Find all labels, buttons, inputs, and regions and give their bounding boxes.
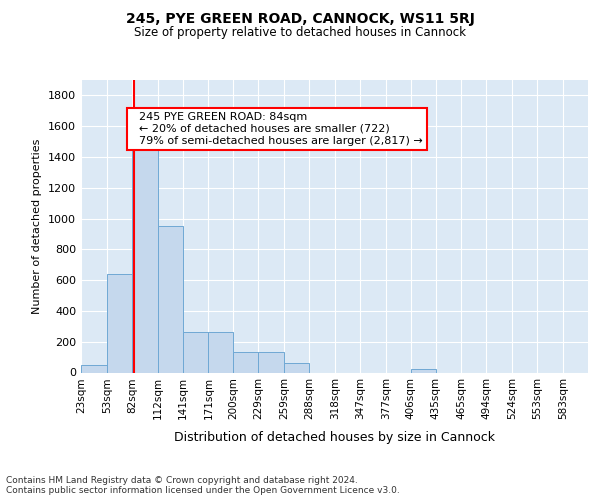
- Bar: [233, 352, 259, 372]
- Bar: [182, 332, 208, 372]
- Bar: [81, 365, 107, 372]
- Y-axis label: Number of detached properties: Number of detached properties: [32, 138, 43, 314]
- Bar: [410, 368, 436, 372]
- Bar: [208, 332, 233, 372]
- Bar: [284, 364, 309, 372]
- Text: Size of property relative to detached houses in Cannock: Size of property relative to detached ho…: [134, 26, 466, 39]
- Bar: [132, 137, 158, 372]
- Text: 245 PYE GREEN ROAD: 84sqm
  ← 20% of detached houses are smaller (722)
  79% of : 245 PYE GREEN ROAD: 84sqm ← 20% of detac…: [132, 112, 422, 146]
- Text: Contains HM Land Registry data © Crown copyright and database right 2024.
Contai: Contains HM Land Registry data © Crown c…: [6, 476, 400, 495]
- Bar: [107, 274, 132, 372]
- Bar: [259, 352, 284, 372]
- Bar: [158, 226, 182, 372]
- X-axis label: Distribution of detached houses by size in Cannock: Distribution of detached houses by size …: [174, 430, 495, 444]
- Text: 245, PYE GREEN ROAD, CANNOCK, WS11 5RJ: 245, PYE GREEN ROAD, CANNOCK, WS11 5RJ: [125, 12, 475, 26]
